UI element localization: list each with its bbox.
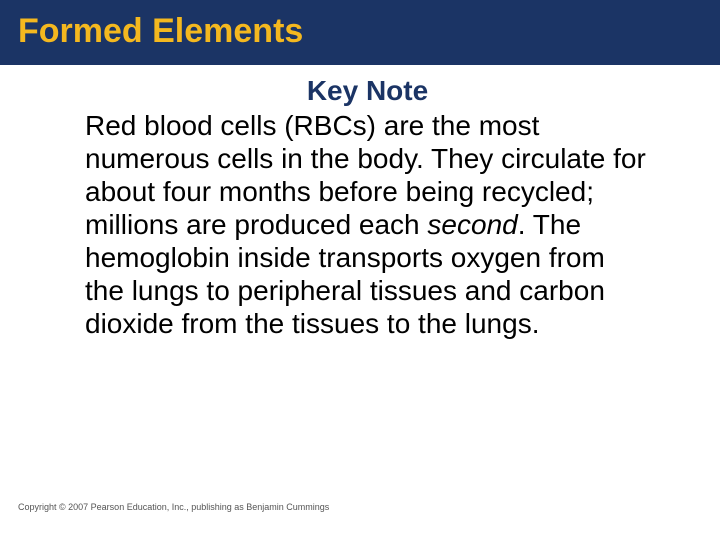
body-text-italic: second [427, 209, 517, 240]
body-paragraph: Red blood cells (RBCs) are the most nume… [85, 109, 650, 340]
key-note-heading: Key Note [85, 75, 650, 107]
copyright-text: Copyright © 2007 Pearson Education, Inc.… [18, 502, 329, 512]
slide-title: Formed Elements [18, 12, 702, 51]
slide-content: Key Note Red blood cells (RBCs) are the … [0, 65, 720, 340]
slide-header: Formed Elements [0, 0, 720, 65]
